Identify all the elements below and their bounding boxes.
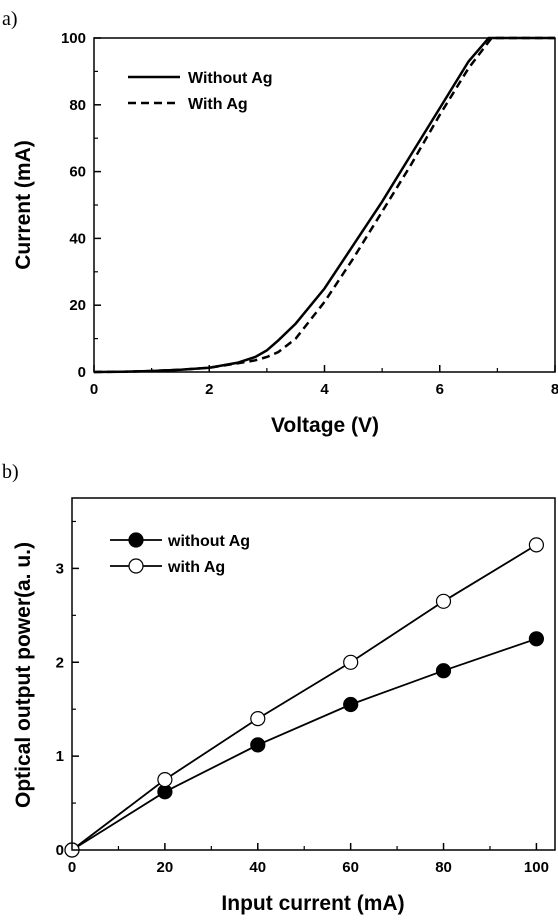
x-tick-label: 6	[436, 381, 444, 398]
x-tick-label: 0	[68, 859, 76, 876]
series-line-without-ag	[93, 36, 555, 374]
y-tick-label: 0	[78, 364, 86, 381]
data-point-without-ag	[343, 696, 359, 713]
panel-a-y-axis-label: Current (mA)	[12, 140, 35, 270]
legend-marker-with-ag	[128, 558, 144, 574]
data-point-with-ag	[250, 710, 266, 727]
y-tick-label: 20	[69, 297, 86, 314]
x-tick-label: 80	[435, 859, 452, 876]
legend-label-without-ag: Without Ag	[188, 70, 273, 87]
series-line-without-ag	[71, 637, 537, 851]
y-tick-label: 100	[61, 30, 86, 47]
panel-b-series	[64, 537, 545, 858]
panel-b-x-axis-label: Input current (mA)	[221, 892, 404, 915]
legend-label-with-ag-b: with Ag	[167, 559, 225, 576]
legend-label-with-ag: With Ag	[188, 96, 248, 113]
panel-a-label: a)	[2, 8, 18, 30]
series-line-with-ag	[71, 544, 537, 851]
data-point-with-ag	[343, 654, 359, 670]
x-tick-label: 0	[90, 381, 98, 398]
panel-b-plot-frame	[71, 497, 556, 851]
panel-a-plot-frame	[93, 37, 556, 373]
panel-b: b) 0 20 40 60 80 100 0 1 2 3 without Ag with Ag I…	[2, 461, 556, 915]
panel-b-y-axis-label: Optical output power(a. u.)	[12, 542, 35, 808]
y-tick-label: 80	[69, 97, 86, 114]
legend-label-without-ag-b: without Ag	[167, 533, 250, 550]
x-tick-label: 100	[524, 859, 549, 876]
x-tick-label: 20	[157, 859, 174, 876]
y-tick-label: 60	[69, 164, 86, 181]
x-tick-label: 40	[249, 859, 266, 876]
panel-b-ticks: 0 20 40 60 80 100 0 1 2 3	[56, 520, 549, 876]
data-point-with-ag	[435, 593, 452, 609]
x-tick-label: 8	[551, 381, 558, 398]
x-tick-label: 2	[205, 381, 213, 398]
y-tick-label: 1	[56, 748, 64, 765]
y-tick-label: 2	[56, 654, 64, 671]
series-line-with-ag	[93, 36, 555, 374]
legend-marker-without-ag	[128, 532, 144, 548]
y-tick-label: 3	[56, 560, 64, 577]
y-tick-label: 40	[69, 230, 86, 247]
panel-a-x-axis-label: Voltage (V)	[271, 414, 379, 437]
data-point-with-ag	[528, 537, 545, 553]
y-tick-label: 0	[56, 842, 64, 859]
data-point-without-ag	[250, 737, 266, 753]
data-point-without-ag	[528, 631, 545, 647]
panel-a-legend: Without Ag With Ag	[128, 70, 273, 113]
data-point-with-ag	[157, 771, 173, 788]
panel-b-label: b)	[2, 461, 19, 483]
panel-a-series	[93, 36, 555, 374]
x-tick-label: 4	[320, 381, 329, 398]
data-point-without-ag	[435, 663, 452, 679]
x-tick-label: 60	[342, 859, 359, 876]
panel-b-legend: without Ag with Ag	[110, 532, 250, 576]
